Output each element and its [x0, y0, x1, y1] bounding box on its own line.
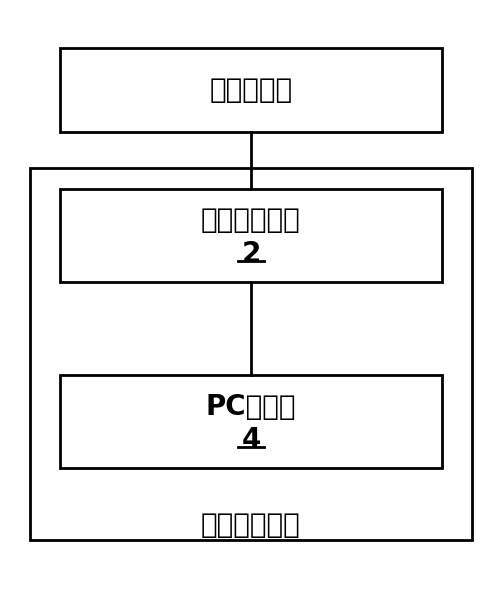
Text: 4: 4: [241, 425, 260, 454]
FancyBboxPatch shape: [60, 189, 441, 282]
FancyBboxPatch shape: [60, 375, 441, 468]
Text: 视频监控系统: 视频监控系统: [201, 511, 300, 539]
Text: 多点控制单元: 多点控制单元: [201, 206, 300, 235]
FancyBboxPatch shape: [30, 168, 471, 540]
FancyBboxPatch shape: [60, 48, 441, 132]
Text: PC控制台: PC控制台: [205, 392, 296, 421]
Text: 被监控终端: 被监控终端: [209, 76, 292, 104]
Text: 2: 2: [241, 239, 260, 268]
